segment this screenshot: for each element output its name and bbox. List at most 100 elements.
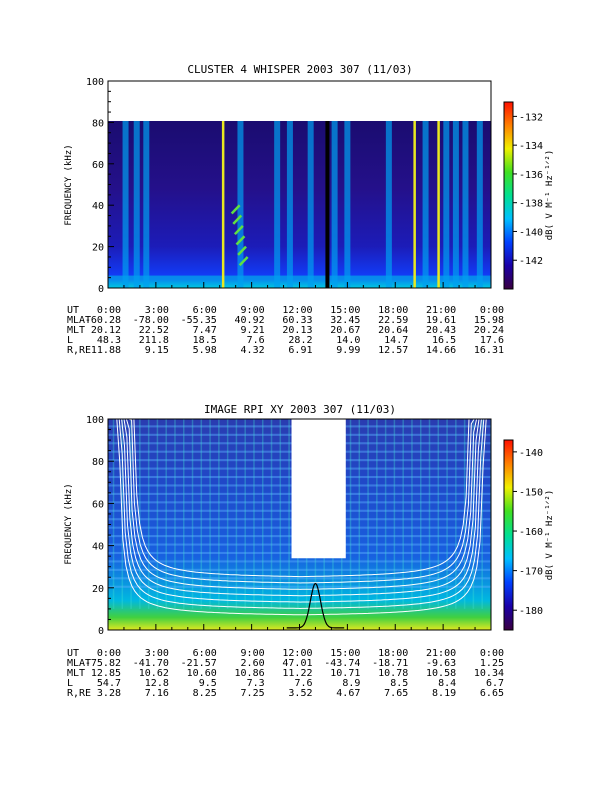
- model-curve: [131, 419, 300, 578]
- emission-column: [344, 121, 351, 288]
- ephemeris-cell: 5.98: [193, 345, 217, 356]
- ephemeris-cell: 22.52: [139, 325, 169, 336]
- texture-streak: [367, 419, 369, 609]
- ephemeris-cell: 9.21: [241, 325, 265, 336]
- model-curve: [116, 419, 300, 616]
- y-axis-label: FREQUENCY (kHz): [64, 483, 74, 564]
- ephemeris-cell: 21:00: [426, 648, 456, 659]
- texture-streak: [244, 419, 246, 609]
- colorbar-tick-label: -138: [519, 199, 543, 210]
- ephemeris-cell: 6.65: [480, 688, 504, 699]
- chorus-element: [232, 214, 243, 225]
- colorbar-scale: [503, 439, 514, 631]
- texture-streak: [358, 419, 361, 609]
- ephemeris-cell: 10.78: [378, 668, 408, 679]
- ephemeris-cell: 8.4: [438, 678, 456, 689]
- texture-streak: [446, 419, 448, 609]
- texture-streak: [174, 419, 176, 609]
- texture-streak: [288, 419, 290, 609]
- model-curve: [299, 419, 482, 603]
- ephemeris-row-label: MLT: [67, 325, 85, 336]
- ephemeris-table: UT 0:00 3:00 6:00 9:00 12:00 15:00 18:00 21:00 0:…: [67, 648, 504, 699]
- texture-streak: [147, 419, 150, 609]
- ephemeris-cell: 20.64: [378, 325, 408, 336]
- y-tick-label: 80: [92, 118, 104, 129]
- model-curve: [299, 419, 487, 616]
- panel-rpi: IMAGE RPI XY 2003 307 (11/03) FREQUENCY …: [64, 403, 555, 699]
- y-axis-label: FREQUENCY (kHz): [64, 144, 74, 225]
- texture-streak: [437, 419, 440, 609]
- texture-band: [108, 560, 491, 563]
- texture-streak: [270, 419, 273, 609]
- y-tick-label: 100: [86, 77, 104, 88]
- colorbar-label: dB( V M⁻¹ Hz⁻¹ᐟ²): [545, 150, 555, 241]
- ephemeris-cell: 0:00: [480, 648, 504, 659]
- ephemeris-cell: -18.71: [372, 658, 408, 669]
- ephemeris-cell: 11.88: [91, 345, 121, 356]
- ephemeris-cell: 22.59: [378, 315, 408, 326]
- model-curve: [299, 419, 472, 578]
- y-tick-label: 60: [92, 499, 104, 510]
- ephemeris-cell: 3.52: [288, 688, 312, 699]
- ephemeris-cell: 18.5: [193, 335, 217, 346]
- texture-streak: [349, 419, 352, 609]
- colorbar-tick-label: -160: [519, 527, 543, 538]
- ephemeris-cell: 4.67: [336, 688, 360, 699]
- ephemeris-cell: 6:00: [193, 305, 217, 316]
- ephemeris-cell: 6.91: [288, 345, 312, 356]
- ephemeris-cell: 14.0: [336, 335, 360, 346]
- texture-streak: [130, 419, 132, 609]
- ephemeris-cell: 6:00: [193, 648, 217, 659]
- model-curve: [128, 419, 300, 584]
- texture-streak: [428, 419, 431, 609]
- ephemeris-cell: 20.12: [91, 325, 121, 336]
- chart-title: IMAGE RPI XY 2003 307 (11/03): [204, 403, 396, 416]
- ephemeris-cell: 14.66: [426, 345, 456, 356]
- model-curve: [123, 419, 300, 597]
- intense-emission-line: [221, 121, 225, 288]
- ephemeris-cell: 8.19: [432, 688, 456, 699]
- ephemeris-cell: 10.71: [330, 668, 360, 679]
- x-axis-ticks: [107, 624, 492, 630]
- y-tick-label: 40: [92, 201, 104, 212]
- emission-column: [274, 121, 281, 288]
- colorbar-tick-label: -180: [519, 606, 543, 617]
- ephemeris-cell: 20.24: [474, 325, 504, 336]
- ephemeris-cell: 7.6: [294, 678, 312, 689]
- ephemeris-cell: 20.43: [426, 325, 456, 336]
- emission-column: [443, 121, 450, 288]
- ephemeris-cell: 6.7: [486, 678, 504, 689]
- model-curve: [299, 419, 480, 597]
- texture-streak: [481, 419, 483, 609]
- plot-area-background: [108, 121, 491, 288]
- texture-streak: [139, 419, 141, 609]
- ephemeris-cell: 21:00: [426, 305, 456, 316]
- ephemeris-cell: 1.25: [480, 658, 504, 669]
- texture-streak: [376, 419, 378, 609]
- ephemeris-cell: -9.63: [426, 658, 456, 669]
- y-axis-ticks: 0 20 40 60 80 100: [86, 77, 114, 295]
- y-tick-label: 20: [92, 584, 104, 595]
- ephemeris-cell: 20.13: [282, 325, 312, 336]
- ephemeris-cell: -41.70: [133, 658, 169, 669]
- texture-band: [108, 568, 491, 571]
- ephemeris-cell: 10.60: [187, 668, 217, 679]
- ephemeris-cell: 0:00: [480, 305, 504, 316]
- texture-band: [108, 577, 491, 580]
- chorus-element: [235, 235, 246, 246]
- emission-column: [452, 121, 459, 288]
- ephemeris-cell: 54.7: [97, 678, 121, 689]
- model-curve: [118, 419, 300, 609]
- ephemeris-cell: 14.7: [384, 335, 408, 346]
- y-tick-label: 80: [92, 457, 104, 468]
- texture-streak: [419, 419, 422, 609]
- ephemeris-cell: 10.62: [139, 668, 169, 679]
- ephemeris-cell: 0:00: [97, 305, 121, 316]
- ephemeris-row-label: MLAT: [67, 658, 91, 669]
- texture-streak: [455, 419, 457, 609]
- ephemeris-cell: 12.85: [91, 668, 121, 679]
- ephemeris-cell: 9:00: [241, 648, 265, 659]
- colorbar-tick-label: -134: [519, 141, 543, 152]
- colorbar-scale: [503, 101, 514, 290]
- ephemeris-cell: -78.00: [133, 315, 169, 326]
